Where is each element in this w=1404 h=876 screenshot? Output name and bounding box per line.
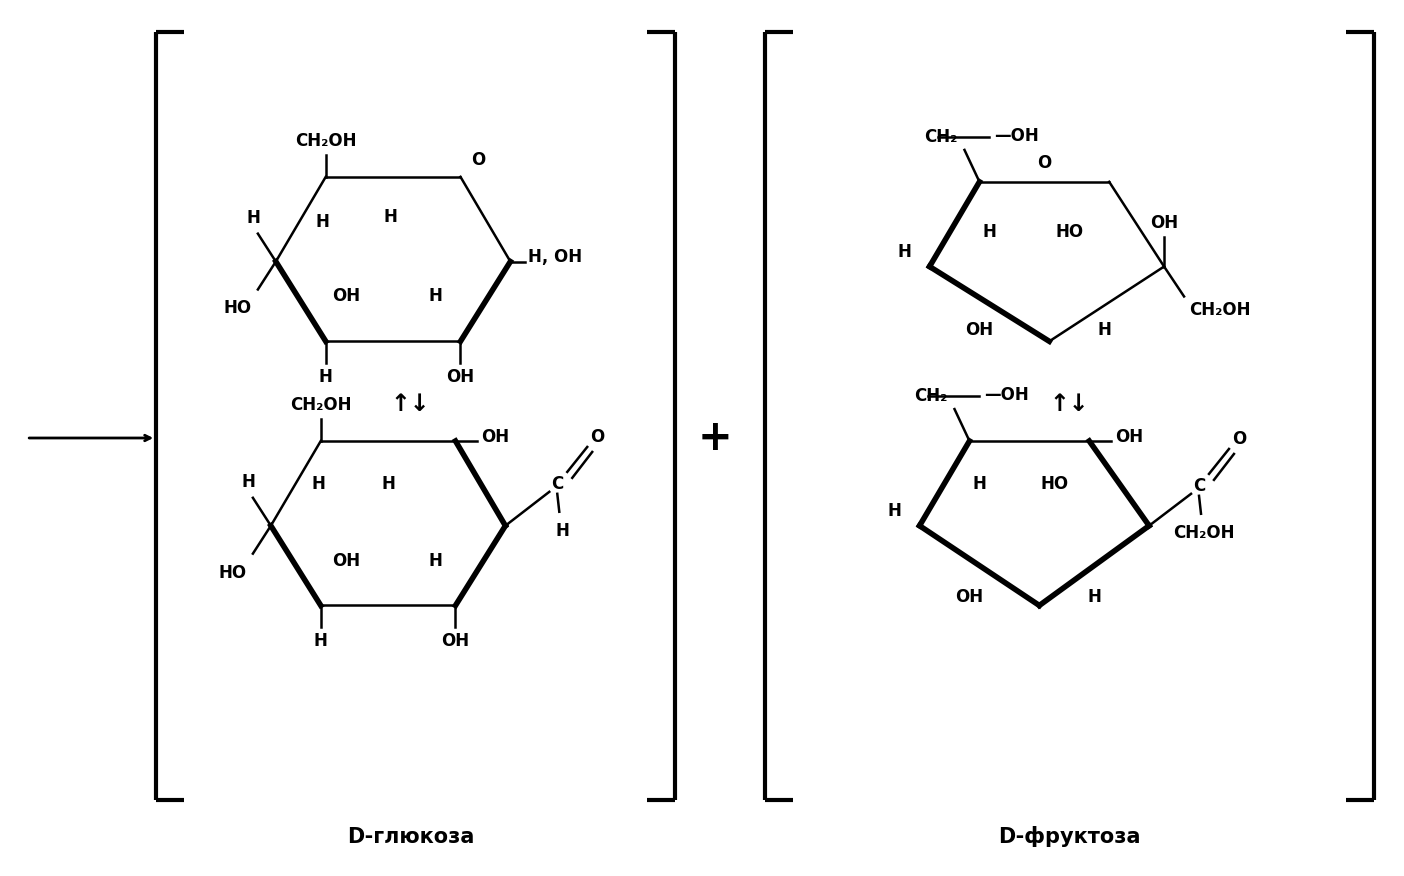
Text: CH₂: CH₂ xyxy=(914,387,948,405)
Text: H: H xyxy=(428,287,442,306)
Text: CH₂OH: CH₂OH xyxy=(291,396,351,414)
Text: —OH: —OH xyxy=(994,127,1039,145)
Text: HO: HO xyxy=(1056,223,1084,241)
Text: O: O xyxy=(590,428,604,446)
Text: H, OH: H, OH xyxy=(528,248,583,265)
Text: OH: OH xyxy=(955,588,984,605)
Text: D-глюкоза: D-глюкоза xyxy=(347,827,475,847)
Text: C: C xyxy=(552,475,563,493)
Text: CH₂: CH₂ xyxy=(924,128,958,146)
Text: H: H xyxy=(241,473,256,491)
Text: CH₂OH: CH₂OH xyxy=(1174,524,1234,541)
Text: OH: OH xyxy=(966,321,994,339)
Text: —OH: —OH xyxy=(984,386,1029,404)
Text: +: + xyxy=(698,417,733,459)
Text: ↑↓: ↑↓ xyxy=(390,392,431,416)
Text: H: H xyxy=(428,552,442,569)
Text: O: O xyxy=(472,151,486,169)
Text: OH: OH xyxy=(441,632,469,650)
Text: HO: HO xyxy=(219,563,247,582)
Text: O: O xyxy=(1231,430,1247,448)
Text: H: H xyxy=(312,475,326,493)
Text: OH: OH xyxy=(1115,428,1143,446)
Text: C: C xyxy=(1193,477,1205,495)
Text: H: H xyxy=(1087,588,1101,605)
Text: H: H xyxy=(383,208,397,226)
Text: H: H xyxy=(1098,321,1111,339)
Text: H: H xyxy=(887,502,901,519)
Text: HO: HO xyxy=(223,300,251,317)
Text: H: H xyxy=(973,475,987,493)
Text: H: H xyxy=(319,368,333,386)
Text: H: H xyxy=(316,213,330,230)
Text: CH₂OH: CH₂OH xyxy=(295,132,357,150)
Text: HO: HO xyxy=(1040,475,1068,493)
Text: OH: OH xyxy=(331,552,359,569)
Text: H: H xyxy=(556,522,569,540)
Text: H: H xyxy=(897,243,911,260)
Text: OH: OH xyxy=(331,287,359,306)
Text: H: H xyxy=(314,632,327,650)
Text: OH: OH xyxy=(446,368,475,386)
Text: OH: OH xyxy=(482,428,510,446)
Text: H: H xyxy=(382,475,396,493)
Text: H: H xyxy=(983,223,997,241)
Text: CH₂OH: CH₂OH xyxy=(1189,301,1251,320)
Text: ↑↓: ↑↓ xyxy=(1050,392,1090,416)
Text: D-фруктоза: D-фруктоза xyxy=(998,826,1140,847)
Text: H: H xyxy=(247,208,261,227)
Text: O: O xyxy=(1038,154,1052,172)
Text: OH: OH xyxy=(1150,214,1178,231)
